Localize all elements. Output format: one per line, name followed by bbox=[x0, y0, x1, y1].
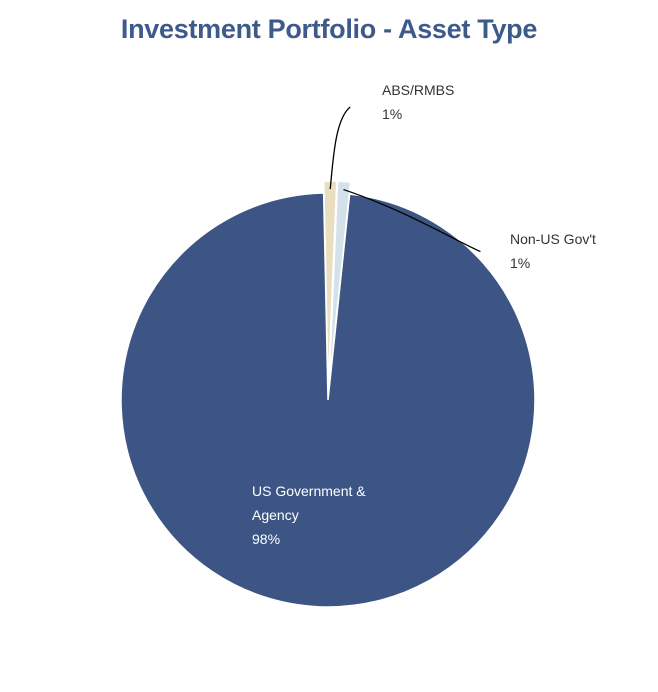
pie-slice-abs-rmbs bbox=[323, 180, 338, 389]
data-label-non-us-gov-t: Non-US Gov't 1% bbox=[510, 231, 596, 271]
data-label-us-government-agency: US Government & Agency 98% bbox=[252, 483, 366, 547]
pie-slice-non-us-gov-t bbox=[328, 180, 352, 389]
data-label-abs-rmbs: ABS/RMBS 1% bbox=[382, 82, 454, 122]
leader-line-abs-rmbs bbox=[329, 106, 351, 190]
pie-slice-us-government-agency bbox=[120, 192, 536, 608]
leader-line-non-us-gov-t bbox=[343, 188, 481, 253]
chart-title: Investment Portfolio - Asset Type bbox=[120, 14, 538, 44]
